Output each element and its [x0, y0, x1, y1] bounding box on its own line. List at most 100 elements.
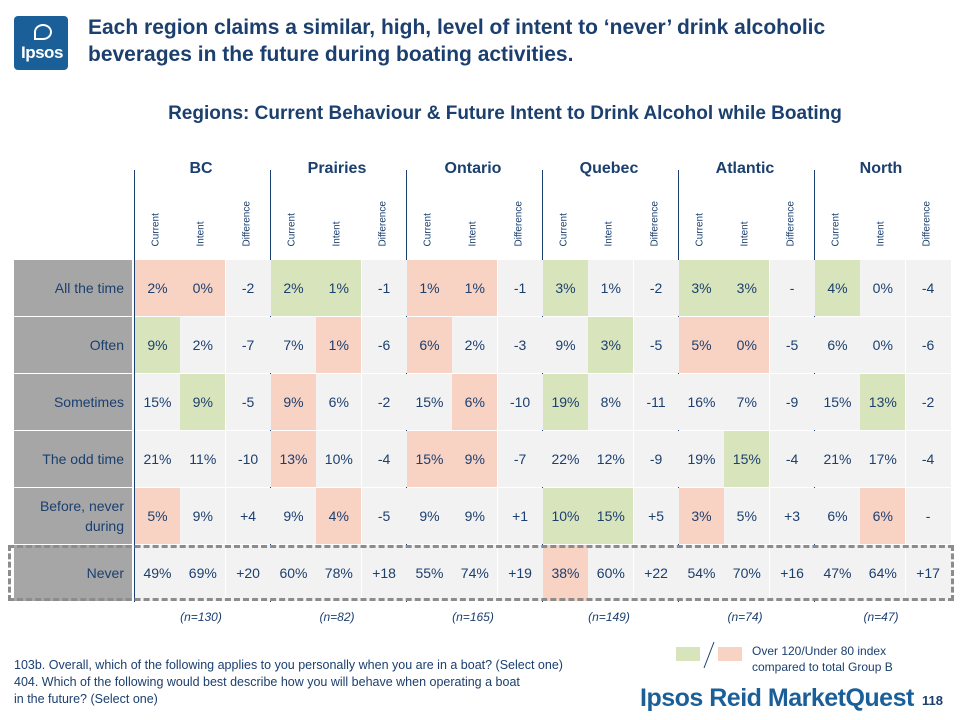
- column-header-label: Intent: [739, 221, 751, 247]
- sample-size-label: (n=165): [452, 610, 494, 624]
- table-cell: -7: [497, 431, 543, 487]
- column-header: Intent: [859, 180, 903, 258]
- table-cell: 9%: [271, 374, 316, 430]
- table-cell: 21%: [135, 431, 180, 487]
- column-header-label: Intent: [195, 221, 207, 247]
- table-cell: +20: [225, 545, 271, 601]
- table-cell: 2%: [180, 317, 226, 373]
- column-header: Difference: [361, 180, 405, 258]
- page-number: 118: [922, 693, 943, 708]
- column-header-label: Intent: [331, 221, 343, 247]
- table-cell: 1%: [588, 260, 634, 316]
- table-cell: 0%: [860, 317, 906, 373]
- column-header-label: Intent: [875, 221, 887, 247]
- column-header-label: Difference: [377, 201, 389, 247]
- table-title: Regions: Current Behaviour & Future Inte…: [168, 103, 842, 124]
- row-label-text: All the time: [54, 280, 124, 296]
- table-cell: 19%: [543, 374, 588, 430]
- table-cell: -4: [361, 431, 407, 487]
- table-cell: 15%: [588, 488, 634, 544]
- table-cell: 8%: [588, 374, 634, 430]
- table-cell: -9: [633, 431, 679, 487]
- footnote-line-2: 404. Which of the following would best d…: [14, 675, 520, 689]
- table-cell: 6%: [407, 317, 452, 373]
- table-cell: 3%: [543, 260, 588, 316]
- table-cell: 0%: [860, 260, 906, 316]
- table-cell: 9%: [271, 488, 316, 544]
- table-cell: 13%: [271, 431, 316, 487]
- legend-line-1: Over 120/Under 80 index: [752, 644, 887, 658]
- column-header: Intent: [723, 180, 767, 258]
- table-cell: -6: [361, 317, 407, 373]
- table-cell: 1%: [452, 260, 498, 316]
- legend-text: Over 120/Under 80 index compared to tota…: [752, 643, 893, 675]
- row-label: Often: [14, 317, 132, 373]
- table-cell: 9%: [180, 374, 226, 430]
- column-header: Difference: [905, 180, 949, 258]
- table-cell: 38%: [543, 545, 588, 601]
- column-header-label: Current: [558, 213, 570, 247]
- table-cell: 0%: [180, 260, 226, 316]
- row-label-text: Sometimes: [53, 394, 124, 410]
- table-cell: -5: [361, 488, 407, 544]
- column-header-label: Current: [830, 213, 842, 247]
- column-header-label: Current: [286, 213, 298, 247]
- table-cell: 9%: [180, 488, 226, 544]
- table-cell: -7: [225, 317, 271, 373]
- table-cell: 15%: [724, 431, 770, 487]
- sample-size-label: (n=130): [180, 610, 222, 624]
- row-label-text: Before, never during: [39, 498, 124, 534]
- table-cell: 4%: [316, 488, 362, 544]
- table-cell: -1: [361, 260, 407, 316]
- column-header: Current: [814, 180, 858, 258]
- table-cell: -4: [905, 431, 951, 487]
- table-cell: 15%: [135, 374, 180, 430]
- table-cell: 9%: [452, 431, 498, 487]
- table-cell: 2%: [452, 317, 498, 373]
- table-cell: 10%: [543, 488, 588, 544]
- legend-green-swatch: [676, 647, 700, 661]
- table-cell: -2: [633, 260, 679, 316]
- logo-text: Ipsos: [21, 43, 63, 62]
- brand-text-2: MarketQuest: [767, 684, 914, 712]
- column-header-label: Current: [422, 213, 434, 247]
- table-cell: 74%: [452, 545, 498, 601]
- table-cell: -4: [905, 260, 951, 316]
- table-cell: -: [769, 260, 815, 316]
- column-header: Current: [542, 180, 586, 258]
- table-cell: 15%: [815, 374, 860, 430]
- sample-size-label: (n=74): [727, 610, 763, 624]
- column-header-label: Intent: [467, 221, 479, 247]
- column-header: Difference: [769, 180, 813, 258]
- region-header: Quebec: [579, 160, 639, 177]
- table-cell: 47%: [815, 545, 860, 601]
- table-cell: 3%: [588, 317, 634, 373]
- region-header: BC: [189, 160, 213, 177]
- table-cell: 3%: [679, 488, 724, 544]
- table-cell: +18: [361, 545, 407, 601]
- table-cell: -: [905, 488, 951, 544]
- table-cell: 6%: [316, 374, 362, 430]
- legend-pink-swatch: [718, 647, 742, 661]
- table-cell: +22: [633, 545, 679, 601]
- table-cell: 1%: [316, 260, 362, 316]
- table-cell: 78%: [316, 545, 362, 601]
- table-cell: 12%: [588, 431, 634, 487]
- table-cell: 70%: [724, 545, 770, 601]
- table-cell: -2: [905, 374, 951, 430]
- table-cell: 6%: [452, 374, 498, 430]
- row-label-text: The odd time: [42, 451, 124, 467]
- table-cell: -5: [633, 317, 679, 373]
- table-cell: 15%: [407, 374, 452, 430]
- table-cell: 5%: [679, 317, 724, 373]
- footnote-line-1: 103b. Overall, which of the following ap…: [14, 658, 563, 672]
- row-label: Before, never during: [14, 488, 132, 544]
- slide-headline: Each region claims a similar, high, leve…: [88, 16, 826, 66]
- brand-logo: Ipsos Reid MarketQuest: [640, 684, 914, 713]
- sample-size-label: (n=47): [863, 610, 899, 624]
- table-cell: +5: [633, 488, 679, 544]
- footnote-line-3: in the future? (Select one): [14, 692, 158, 706]
- table-cell: 4%: [815, 260, 860, 316]
- table-cell: 5%: [724, 488, 770, 544]
- sample-size-label: (n=149): [588, 610, 630, 624]
